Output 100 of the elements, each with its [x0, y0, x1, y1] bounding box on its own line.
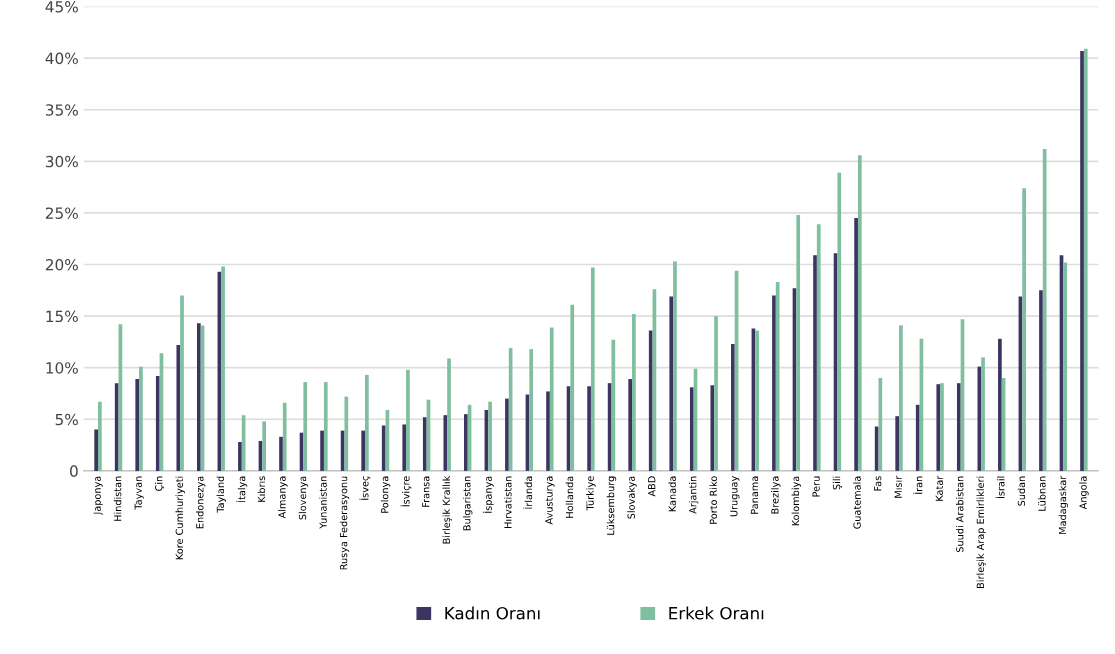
bar	[464, 414, 468, 471]
x-tick-label: Peru	[812, 476, 820, 497]
x-tick-label: Tayvan	[134, 476, 144, 510]
x-tick-label: Slovakya	[627, 476, 637, 519]
legend-label: Erkek Oranı	[669, 606, 764, 620]
bar	[323, 382, 328, 471]
bar	[320, 430, 324, 471]
x-tick-label: Kore Cumhuriyeti	[175, 476, 185, 560]
y-tick-label: 20%	[45, 258, 78, 271]
x-tick-label: Hollanda	[565, 476, 574, 518]
x-tick-label: İran	[913, 476, 923, 494]
y-tick-label: 0	[70, 465, 78, 477]
bar	[710, 385, 715, 471]
x-tick-label: Bulgaristan	[463, 476, 473, 531]
x-tick-label: Türkiye	[586, 476, 596, 511]
x-tick-label: Lübnan	[1038, 476, 1046, 511]
legend-label: Kadın Oranı	[445, 606, 540, 620]
bar	[1063, 262, 1068, 471]
bar	[549, 327, 554, 471]
x-tick-label: Uruguay	[730, 476, 740, 517]
x-tick-label: Şili	[832, 476, 842, 490]
bar	[135, 379, 140, 471]
y-tick-label: 15%	[46, 310, 78, 323]
y-tick-label: 30%	[45, 155, 78, 168]
bar	[899, 325, 903, 471]
bar	[570, 304, 575, 471]
x-tick-label: Polonya	[380, 476, 391, 513]
bar	[94, 429, 98, 471]
bar	[731, 343, 735, 471]
bar	[221, 266, 225, 471]
y-tick-label: 35%	[45, 104, 78, 116]
bar	[98, 401, 102, 471]
x-tick-label: Angola	[1079, 476, 1089, 510]
y-tick-label: 45%	[45, 1, 78, 13]
x-tick-label: Porto Riko	[709, 476, 718, 524]
bar	[422, 417, 427, 471]
x-tick-label: İsviçre	[400, 476, 412, 507]
x-tick-label: Arjantin	[688, 476, 699, 514]
bar	[1080, 50, 1084, 471]
bar	[262, 421, 267, 471]
x-tick-label: Almanya	[278, 476, 288, 519]
bar	[796, 214, 801, 471]
x-tick-label: İtalya	[236, 476, 248, 502]
bar	[505, 398, 509, 471]
x-tick-label: Lüksemburg	[606, 476, 617, 535]
x-tick-label: Kolombiya	[791, 476, 802, 526]
bar	[854, 218, 858, 471]
x-tick-label: Birleşik Krallık	[442, 475, 452, 544]
bar	[176, 344, 181, 471]
bar	[238, 441, 242, 471]
x-tick-label: Mısır	[894, 475, 902, 498]
x-tick-label: Panama	[750, 476, 759, 514]
bar	[365, 374, 369, 471]
x-tick-label: Slovenya	[298, 476, 309, 520]
bar	[180, 295, 184, 471]
x-tick-label: Fas	[874, 476, 882, 491]
bar	[772, 295, 776, 471]
x-tick-label: Tayland	[216, 476, 226, 513]
bar	[402, 424, 407, 471]
bar	[628, 379, 633, 471]
bar	[936, 384, 941, 471]
bar	[443, 415, 448, 471]
bar	[590, 267, 595, 471]
x-tick-label: Katar	[935, 475, 943, 501]
x-tick-label: Kanada	[668, 476, 676, 512]
y-tick-label: 40%	[45, 52, 78, 65]
bar	[611, 339, 616, 471]
bar	[488, 401, 492, 471]
bar	[1039, 290, 1043, 471]
bar	[114, 383, 119, 471]
bar	[813, 255, 817, 471]
y-tick-label: 10%	[46, 362, 78, 374]
bar	[673, 261, 677, 471]
bar	[775, 282, 780, 471]
y-tick-label: 25%	[45, 207, 78, 219]
x-tick-label: Hindistan	[113, 476, 122, 521]
x-tick-label: Suudi Arabistan	[955, 476, 964, 553]
x-tick-label: Guatemala	[853, 476, 861, 529]
bar	[874, 426, 879, 471]
bar	[689, 387, 694, 471]
bar	[956, 383, 961, 471]
bar	[669, 296, 674, 471]
bar	[895, 416, 900, 471]
x-tick-label: Fransa	[422, 476, 430, 507]
bar	[546, 391, 550, 471]
bar	[587, 386, 591, 471]
bar	[648, 330, 653, 471]
bar	[279, 436, 283, 471]
x-tick-label: Yunanistan	[319, 476, 327, 529]
x-tick-label: Kıbrıs	[257, 476, 266, 502]
y-tick-label: 5%	[55, 413, 78, 426]
bar	[381, 425, 386, 471]
x-tick-label: Madagaskar	[1058, 475, 1069, 534]
x-tick-label: İspanya	[482, 476, 494, 513]
bar	[344, 396, 349, 471]
bar	[197, 323, 201, 471]
x-tick-label: İsrail	[995, 476, 1005, 499]
x-tick-label: Japonya	[93, 476, 103, 516]
bar	[406, 369, 410, 471]
x-tick-label: Rusya Federasyonu	[339, 476, 350, 570]
